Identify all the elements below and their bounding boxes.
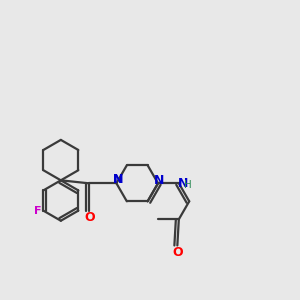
Text: N: N: [113, 173, 123, 186]
Text: N: N: [113, 173, 123, 186]
Text: O: O: [84, 211, 94, 224]
Text: N: N: [178, 177, 188, 190]
Text: H: H: [184, 180, 192, 190]
Text: F: F: [34, 206, 42, 216]
Text: O: O: [172, 245, 183, 259]
Text: N: N: [154, 174, 165, 187]
